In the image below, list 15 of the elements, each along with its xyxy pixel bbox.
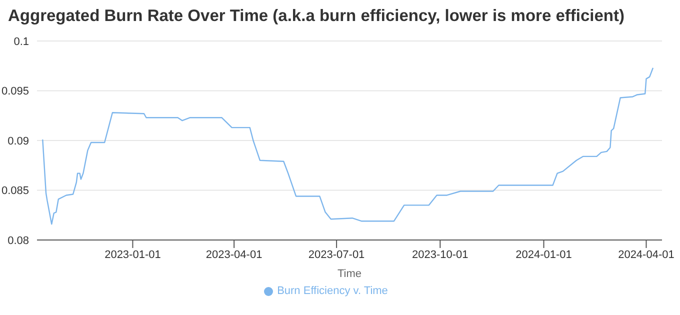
y-tick-label: 0.095 <box>1 86 29 98</box>
x-tick-label: 2024-01-01 <box>516 248 572 261</box>
legend-label: Burn Efficiency v. Time <box>277 285 388 297</box>
x-axis-title: Time <box>337 268 362 280</box>
line-series <box>42 67 654 225</box>
x-tick-label: 2023-01-01 <box>104 248 161 261</box>
x-tick-label: 2023-10-01 <box>412 248 468 261</box>
y-tick-label: 0.085 <box>1 185 29 198</box>
x-tick-label: 2023-04-01 <box>206 248 262 261</box>
y-tick-label: 0.08 <box>8 234 29 247</box>
chart-title: Aggregated Burn Rate Over Time (a.k.a burn efficiency, lower is more efficient) <box>8 7 624 26</box>
y-tick-label: 0.09 <box>8 135 29 148</box>
x-tick-label: 2024-04-01 <box>618 248 674 261</box>
x-tick-label: 2023-07-01 <box>308 248 365 261</box>
y-tick-label: 0.1 <box>14 36 29 48</box>
